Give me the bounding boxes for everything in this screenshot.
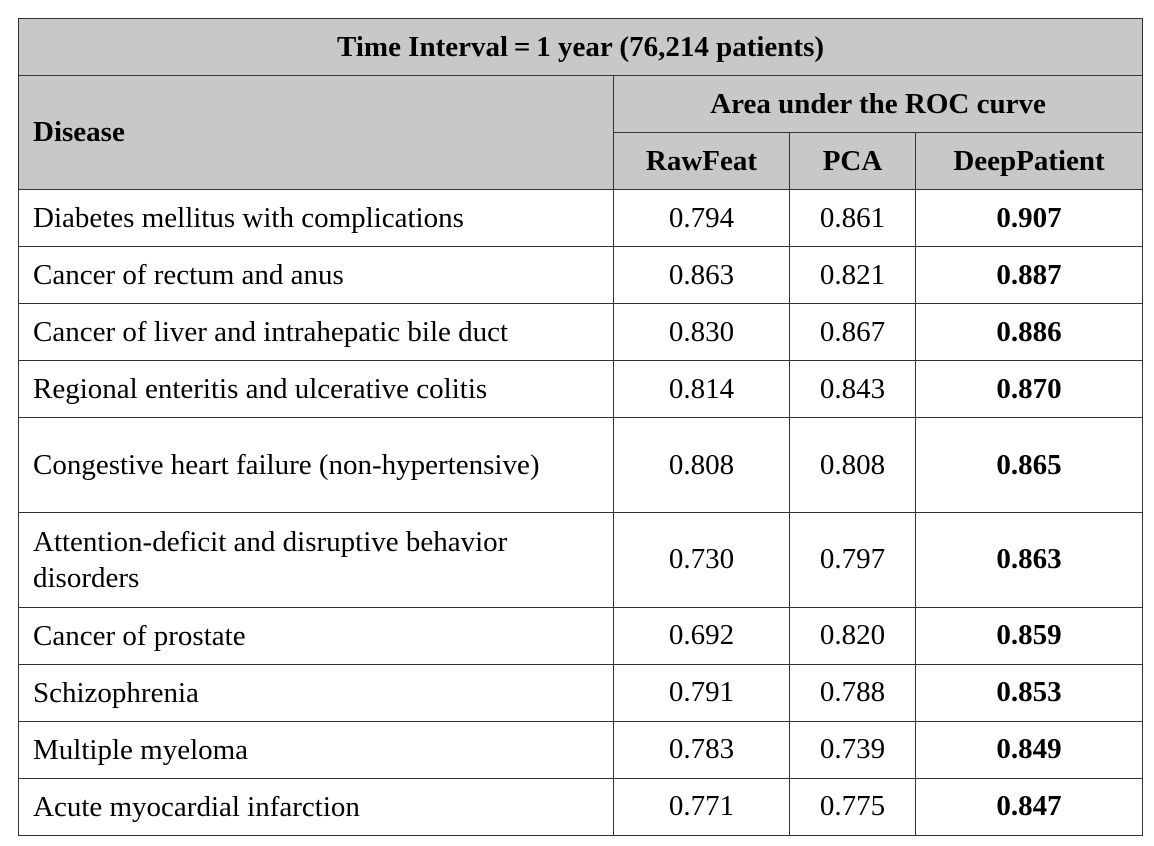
deeppatient-cell: 0.887 <box>914 246 1144 305</box>
pca-cell: 0.867 <box>789 303 916 362</box>
pca-cell: 0.739 <box>789 720 916 779</box>
deeppatient-cell: 0.849 <box>914 720 1144 779</box>
disease-column-header: Disease <box>18 75 614 190</box>
pca-cell: 0.820 <box>789 606 916 665</box>
disease-cell: Cancer of liver and intrahepatic bile du… <box>18 303 614 362</box>
disease-cell: Acute myocardial infarction <box>18 777 614 837</box>
disease-cell: Cancer of rectum and anus <box>18 246 614 305</box>
table-body: Diabetes mellitus with complications 0.7… <box>18 188 1144 837</box>
deeppatient-cell: 0.865 <box>914 417 1144 513</box>
table-row: Cancer of rectum and anus 0.863 0.821 0.… <box>18 246 1144 305</box>
rawfeat-cell: 0.730 <box>613 511 790 608</box>
deeppatient-cell: 0.907 <box>914 188 1144 248</box>
pca-cell: 0.788 <box>789 663 916 722</box>
deeppatient-cell: 0.859 <box>914 606 1144 665</box>
disease-cell: Cancer of prostate <box>18 606 614 665</box>
title-row: Time Interval = 1 year (76,214 patients) <box>17 18 1144 76</box>
deeppatient-column-header: DeepPatient <box>914 132 1144 190</box>
auc-group-header: Area under the ROC curve <box>612 75 1144 133</box>
pca-cell: 0.797 <box>789 511 916 608</box>
deeppatient-cell: 0.886 <box>914 303 1144 362</box>
pca-cell: 0.808 <box>789 417 916 513</box>
pca-cell: 0.843 <box>789 360 916 419</box>
rawfeat-cell: 0.692 <box>613 606 790 665</box>
deeppatient-cell: 0.847 <box>914 777 1144 837</box>
table-title: Time Interval = 1 year (76,214 patients) <box>17 18 1144 76</box>
deeppatient-cell: 0.870 <box>914 360 1144 419</box>
rawfeat-cell: 0.794 <box>613 188 790 248</box>
rawfeat-column-header: RawFeat <box>613 132 790 190</box>
table-row: Congestive heart failure (non-hypertensi… <box>18 417 1144 513</box>
disease-cell: Congestive heart failure (non-hypertensi… <box>18 417 614 513</box>
deeppatient-cell: 0.853 <box>914 663 1144 722</box>
rawfeat-cell: 0.791 <box>613 663 790 722</box>
rawfeat-cell: 0.808 <box>613 417 790 513</box>
method-header-row: RawFeat PCA DeepPatient <box>19 132 1144 190</box>
table-row: Regional enteritis and ulcerative coliti… <box>18 360 1144 419</box>
table-row: Cancer of prostate 0.692 0.820 0.859 <box>18 606 1144 665</box>
auc-results-table: Time Interval = 1 year (76,214 patients)… <box>17 18 1144 837</box>
pca-cell: 0.775 <box>789 777 916 837</box>
table-row: Acute myocardial infarction 0.771 0.775 … <box>18 777 1144 837</box>
table-row: Diabetes mellitus with complications 0.7… <box>18 188 1144 248</box>
pca-column-header: PCA <box>789 132 916 190</box>
pca-cell: 0.821 <box>789 246 916 305</box>
rawfeat-cell: 0.771 <box>613 777 790 837</box>
table-header: Time Interval = 1 year (76,214 patients)… <box>17 18 1144 190</box>
disease-cell: Diabetes mellitus with complications <box>18 188 614 248</box>
deeppatient-cell: 0.863 <box>914 511 1144 608</box>
table-row: Attention-deficit and disruptive behavio… <box>18 511 1144 608</box>
rawfeat-cell: 0.863 <box>613 246 790 305</box>
rawfeat-cell: 0.814 <box>613 360 790 419</box>
disease-cell: Attention-deficit and disruptive behavio… <box>18 511 614 608</box>
table-row: Multiple myeloma 0.783 0.739 0.849 <box>18 720 1144 779</box>
pca-cell: 0.861 <box>789 188 916 248</box>
rawfeat-cell: 0.783 <box>613 720 790 779</box>
group-header-row: Disease Area under the ROC curve <box>18 75 1144 190</box>
disease-cell: Regional enteritis and ulcerative coliti… <box>18 360 614 419</box>
disease-cell: Multiple myeloma <box>18 720 614 779</box>
disease-cell: Schizophrenia <box>18 663 614 722</box>
rawfeat-cell: 0.830 <box>613 303 790 362</box>
table-row: Schizophrenia 0.791 0.788 0.853 <box>18 663 1144 722</box>
table-row: Cancer of liver and intrahepatic bile du… <box>18 303 1144 362</box>
